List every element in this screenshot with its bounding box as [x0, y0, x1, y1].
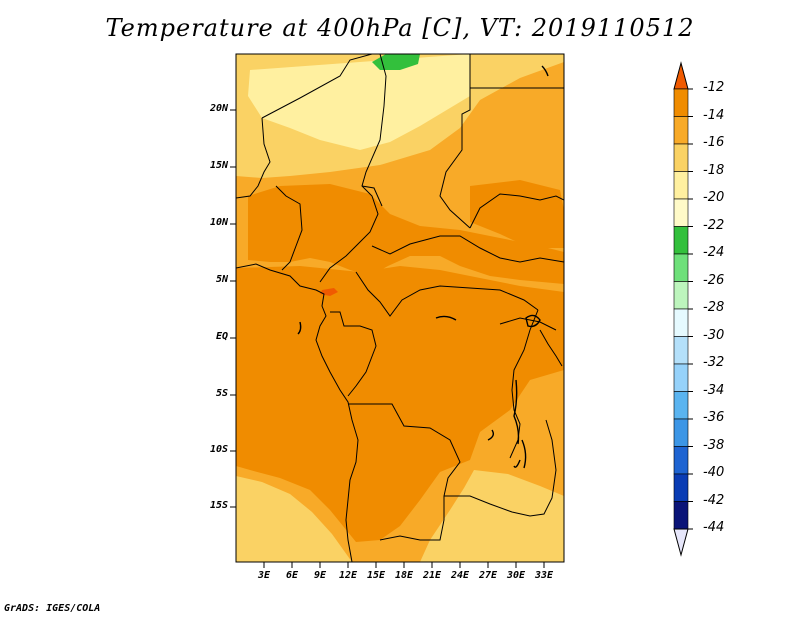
country-borders	[236, 54, 564, 562]
lat-label-15s: 15S	[209, 500, 228, 511]
colorbar-swatch	[673, 88, 689, 117]
lon-label-9e: 9E	[313, 570, 327, 581]
colorbar-swatch	[673, 501, 689, 530]
lon-label-6e: 6E	[285, 570, 299, 581]
colorbar-label: -32	[703, 355, 725, 370]
colorbar-swatch	[673, 116, 689, 145]
region-14-12-south-sudan	[470, 180, 564, 248]
lon-label-15e: 15E	[366, 570, 386, 581]
lat-label-eq: EQ	[215, 331, 228, 342]
grads-credit: GrADS: IGES/COLA	[4, 603, 101, 614]
colorbar-swatch	[673, 418, 689, 447]
colorbar-label: -12	[703, 80, 725, 95]
colorbar-label: -42	[703, 492, 725, 508]
region-18-16-south	[236, 476, 352, 562]
colorbar-label: -22	[703, 217, 725, 233]
colorbar-swatch	[673, 446, 689, 475]
lat-label-20n: 20N	[209, 103, 228, 114]
region-24-22	[372, 54, 420, 70]
colorbar-label: -28	[703, 300, 725, 315]
lat-label-5n: 5N	[215, 274, 228, 285]
colorbar-swatch	[673, 281, 689, 310]
colorbar-label: -36	[703, 410, 725, 425]
map-frame	[235, 53, 565, 563]
colorbar-swatch	[673, 336, 689, 365]
region-20-18	[248, 54, 470, 150]
colorbar-swatch	[673, 198, 689, 227]
lon-label-27e: 27E	[478, 570, 498, 581]
colorbar-top-arrow	[673, 61, 689, 90]
colorbar-label: -40	[703, 465, 725, 480]
lon-label-3e: 3E	[257, 570, 271, 581]
colorbar-label: -14	[703, 107, 725, 123]
colorbar-swatch	[673, 473, 689, 502]
colorbar-swatch	[673, 226, 689, 255]
lon-label-24e: 24E	[450, 570, 470, 581]
colorbar-swatch	[673, 171, 689, 200]
chart-title: Temperature at 400hPa [C], VT: 201911051…	[105, 14, 695, 42]
colorbar-label: -24	[703, 245, 725, 260]
lon-label-21e: 21E	[422, 570, 442, 581]
lakes-outline	[297, 65, 549, 469]
lon-label-12e: 12E	[338, 570, 358, 581]
lon-label-33e: 33E	[534, 570, 554, 581]
colorbar-label: -30	[703, 327, 725, 343]
colorbar-bottom-arrow	[673, 528, 689, 557]
colorbar-swatch	[673, 253, 689, 282]
lat-label-15n: 15N	[209, 160, 228, 171]
colorbar-swatch	[673, 363, 689, 392]
colorbar-swatch	[673, 391, 689, 420]
lon-label-18e: 18E	[394, 570, 414, 581]
colorbar-label: -38	[703, 437, 725, 453]
region-14-12-central	[236, 266, 564, 542]
colorbar-label: -16	[703, 135, 725, 150]
colorbar-swatch	[673, 308, 689, 337]
lon-label-30e: 30E	[506, 570, 526, 581]
lat-label-10n: 10N	[209, 217, 228, 228]
lat-label-5s: 5S	[215, 388, 228, 399]
colorbar-label: -18	[703, 162, 725, 178]
tick-marks	[230, 109, 545, 568]
region-14-12-nigeria	[248, 184, 564, 284]
colorbar-swatch	[673, 143, 689, 172]
colorbar-label: -20	[703, 190, 725, 205]
region-18-16-southeast	[420, 470, 564, 562]
temperature-field	[236, 54, 564, 562]
lat-label-10s: 10S	[209, 444, 228, 455]
colorbar-label: -26	[703, 272, 725, 288]
colorbar-label: -34	[703, 382, 725, 398]
colorbar-label: -44	[703, 520, 725, 535]
